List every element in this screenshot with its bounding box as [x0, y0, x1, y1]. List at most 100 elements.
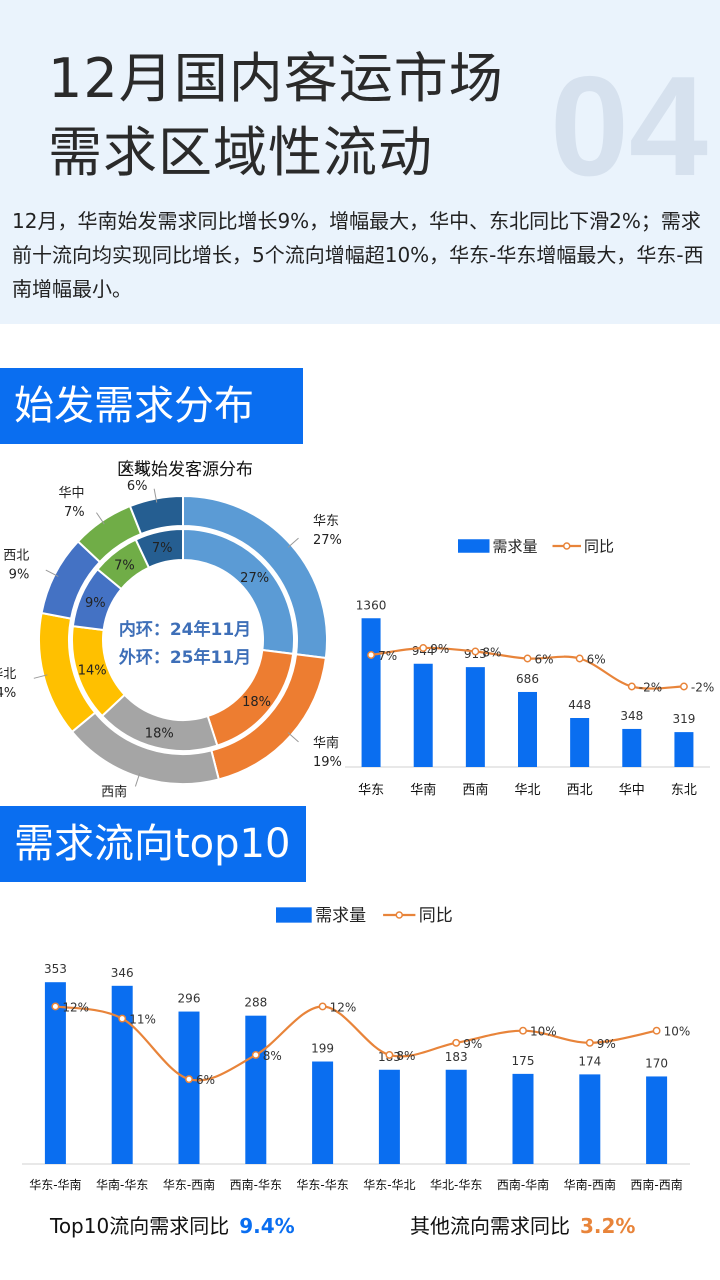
bar-4 [570, 718, 590, 767]
donut-category-5: 华中 [59, 486, 85, 501]
yoy-label-2: 6% [196, 1073, 215, 1087]
top10-growth-value: 9.4% [239, 1214, 295, 1238]
yoy-point-4 [575, 654, 584, 663]
donut-category-6: 东北 [122, 460, 148, 475]
donut-outer-label-0: 27% [313, 533, 342, 548]
donut-category-3: 华北 [0, 667, 16, 682]
bar-value-4: 448 [568, 698, 591, 712]
header-panel: 12月国内客运市场 需求区域性流动 04 12月，华南始发需求同比增长9%，增幅… [0, 0, 720, 324]
donut-category-1: 华南 [313, 735, 339, 751]
x-tick-label-2: 西南 [462, 782, 488, 798]
bar-1 [111, 985, 133, 1164]
donut-outer-label-3: 14% [0, 686, 16, 701]
bar-0 [44, 982, 66, 1164]
yoy-label-8: 9% [597, 1037, 616, 1051]
donut-outer-slice-6 [128, 494, 184, 536]
donut-title: 区域始发客源分布 [117, 460, 253, 480]
donut-center-outer: 外环：25年11月 [119, 647, 251, 668]
yoy-point-2 [185, 1075, 193, 1084]
yoy-label-6: 9% [463, 1037, 482, 1051]
donut-outer-label-1: 19% [313, 755, 342, 770]
x-tick-label-5: 华中 [619, 783, 645, 798]
x-tick-label-3: 华北 [514, 783, 540, 798]
bar-3 [518, 691, 537, 767]
bar-8 [579, 1074, 601, 1164]
bar-value-3: 686 [516, 672, 539, 686]
x-tick-label-3: 西南-华东 [230, 1177, 282, 1192]
bar-0 [361, 618, 381, 767]
donut-outer-label-5: 7% [64, 505, 85, 520]
yoy-point-4 [318, 1002, 327, 1011]
donut-inner-label-5: 7% [114, 559, 135, 574]
yoy-label-4: 6% [587, 653, 606, 667]
yoy-point-1 [419, 644, 428, 652]
yoy-point-0 [51, 1002, 60, 1011]
donut-inner-label-3: 14% [78, 664, 107, 679]
x-tick-label-6: 东北 [671, 783, 697, 798]
yoy-label-4: 12% [330, 1000, 357, 1014]
yoy-label-6: -2% [691, 681, 714, 695]
bar-value-8: 174 [578, 1054, 601, 1068]
top10-growth: Top10流向需求同比 9.4% [50, 1212, 295, 1240]
bar-6 [674, 732, 694, 767]
bar-7 [512, 1073, 534, 1164]
other-growth-value: 3.2% [580, 1214, 636, 1238]
yoy-label-7: 10% [530, 1025, 557, 1039]
yoy-point-7 [519, 1026, 527, 1035]
x-tick-label-5: 华东-华北 [363, 1178, 415, 1192]
bar-3 [245, 1015, 267, 1164]
x-tick-label-7: 西南-华南 [497, 1177, 549, 1192]
yoy-point-3 [251, 1050, 260, 1059]
donut-outer-label-4: 9% [9, 568, 30, 583]
yoy-label-5: 8% [396, 1049, 415, 1063]
legend-line-label: 同比 [584, 537, 614, 555]
yoy-point-8 [585, 1038, 594, 1047]
legend-bar-label: 需求量 [493, 537, 538, 555]
donut-inner-label-2: 18% [145, 726, 174, 741]
yoy-point-6 [452, 1038, 461, 1047]
donut-leader-2 [134, 772, 141, 787]
yoy-point-0 [367, 651, 376, 659]
bar-value-0: 353 [44, 962, 67, 976]
x-tick-label-0: 华东-华南 [29, 1177, 81, 1192]
donut-chart: 区域始发客源分布27%18%18%14%9%7%7%华东27%华南19%西南18… [0, 460, 342, 804]
legend-bar-swatch [276, 907, 312, 923]
bar-5 [378, 1069, 400, 1164]
yoy-point-6 [679, 682, 688, 691]
title-line-1: 12月国内客运市场 [48, 47, 504, 110]
other-growth: 其他流向需求同比 3.2% [410, 1212, 635, 1240]
yoy-label-0: 7% [378, 649, 397, 663]
donut-inner-slice-6 [134, 527, 184, 569]
bar-value-0: 1360 [356, 598, 387, 612]
donut-category-4: 西北 [3, 549, 29, 564]
x-tick-label-1: 华南 [410, 782, 436, 798]
donut-outer-label-6: 6% [127, 479, 148, 494]
donut-leader-0 [287, 537, 299, 548]
yoy-label-1: 9% [430, 642, 449, 656]
bar-value-6: 183 [445, 1050, 468, 1064]
x-tick-label-2: 华东-西南 [163, 1177, 215, 1192]
bar-value-3: 288 [244, 996, 267, 1010]
bar-4 [312, 1061, 334, 1164]
title-line-2: 需求区域性流动 [48, 121, 433, 184]
page-number: 04 [550, 47, 708, 206]
bar-5 [622, 728, 642, 767]
yoy-point-5 [627, 682, 636, 691]
yoy-label-3: 8% [263, 1049, 282, 1063]
bar-value-6: 319 [672, 712, 695, 726]
bar-value-9: 170 [645, 1056, 668, 1070]
bar-1 [413, 663, 433, 767]
yoy-point-9 [652, 1026, 661, 1035]
bar-value-7: 175 [512, 1054, 535, 1068]
yoy-line [55, 1005, 657, 1082]
x-tick-label-9: 西南-西南 [630, 1177, 682, 1192]
yoy-label-0: 12% [62, 1000, 89, 1014]
x-tick-label-6: 华北-华东 [430, 1178, 482, 1192]
donut-category-0: 华东 [313, 514, 339, 529]
bar-9 [646, 1076, 668, 1164]
bar-6 [445, 1069, 467, 1164]
x-tick-label-1: 华南-华东 [96, 1177, 148, 1192]
yoy-point-1 [118, 1014, 127, 1023]
other-growth-label: 其他流向需求同比 [410, 1214, 570, 1238]
x-tick-label-0: 华东 [358, 783, 384, 798]
